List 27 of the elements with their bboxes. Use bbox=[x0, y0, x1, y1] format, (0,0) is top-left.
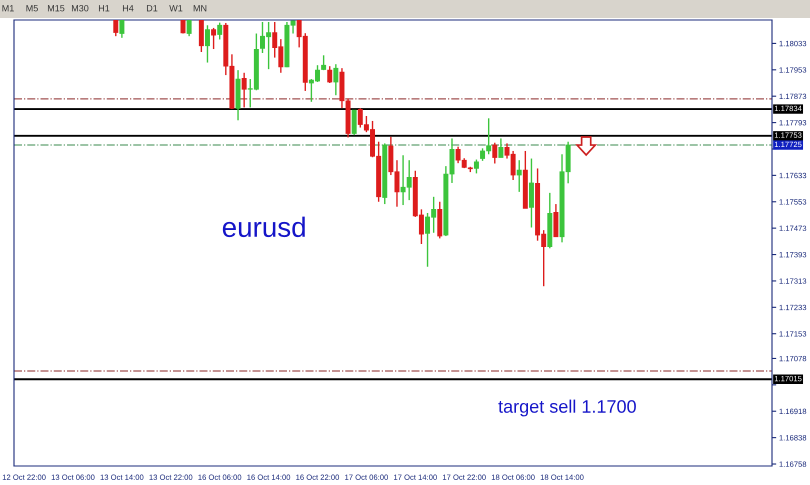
candlestick bbox=[474, 158, 479, 174]
candlestick bbox=[333, 64, 338, 96]
candlestick bbox=[492, 142, 498, 164]
candlestick bbox=[204, 24, 210, 64]
candlestick bbox=[352, 109, 357, 136]
candlestick bbox=[242, 72, 247, 108]
text: MN bbox=[194, 5, 206, 12]
text: D1 bbox=[146, 5, 158, 12]
annotation: target sell 1.1700 bbox=[498, 400, 636, 416]
text: W1 bbox=[169, 5, 182, 12]
candlestick bbox=[217, 22, 222, 40]
text: H1 bbox=[98, 5, 110, 12]
text: M5 bbox=[26, 5, 38, 12]
candlestick bbox=[327, 65, 332, 84]
candlestick bbox=[186, 20, 192, 37]
text: M15 bbox=[48, 5, 64, 12]
candlestick bbox=[180, 20, 186, 34]
text: H4 bbox=[122, 5, 134, 12]
candlestick bbox=[498, 138, 504, 158]
candlestick bbox=[516, 160, 522, 193]
candlestick bbox=[113, 20, 118, 37]
text: M30 bbox=[72, 5, 88, 12]
text: M1 bbox=[2, 5, 14, 12]
candlestick bbox=[119, 20, 124, 39]
candlestick bbox=[321, 54, 326, 71]
annotation: eurusd bbox=[222, 216, 305, 238]
candlestick bbox=[211, 27, 216, 50]
